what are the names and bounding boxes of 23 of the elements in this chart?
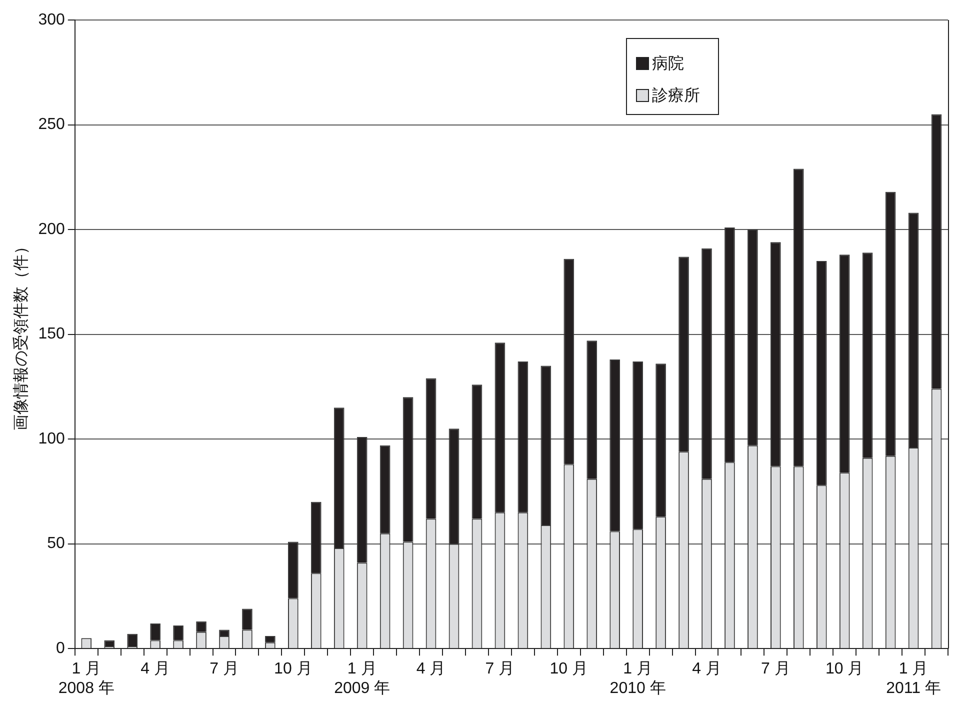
x-tick-label: 7 月 (210, 660, 239, 678)
y-axis-title: 画像情報の受領件数（件） (12, 238, 30, 430)
y-tick-label: 150 (38, 326, 65, 343)
x-tick-label: 10 月 (274, 660, 312, 678)
x-tick-label: 1 月 2011 年 (886, 660, 941, 697)
x-tick-label: 7 月 (761, 660, 790, 678)
y-tick-label: 200 (38, 220, 65, 238)
x-tick-label: 4 月 (692, 660, 722, 678)
x-tick-label: 1 月 2010 年 (610, 660, 666, 697)
x-tick-label: 1 月 2008 年 (58, 660, 114, 697)
legend-label: 診療所 (652, 86, 700, 104)
legend-label: 病院 (652, 54, 684, 72)
y-tick-label: 0 (56, 640, 65, 658)
x-tick-label: 10 月 (550, 660, 588, 678)
x-tick-label: 4 月 (416, 660, 446, 678)
x-tick-label: 1 月 2009 年 (334, 660, 390, 697)
x-tick-label: 4 月 (140, 660, 170, 678)
x-tick-label: 10 月 (825, 660, 864, 678)
y-tick-label: 250 (38, 116, 65, 134)
x-tick-label: 7 月 (485, 660, 515, 678)
y-tick-label: 100 (38, 430, 65, 448)
y-tick-label: 300 (38, 11, 65, 28)
y-tick-label: 50 (47, 535, 65, 552)
